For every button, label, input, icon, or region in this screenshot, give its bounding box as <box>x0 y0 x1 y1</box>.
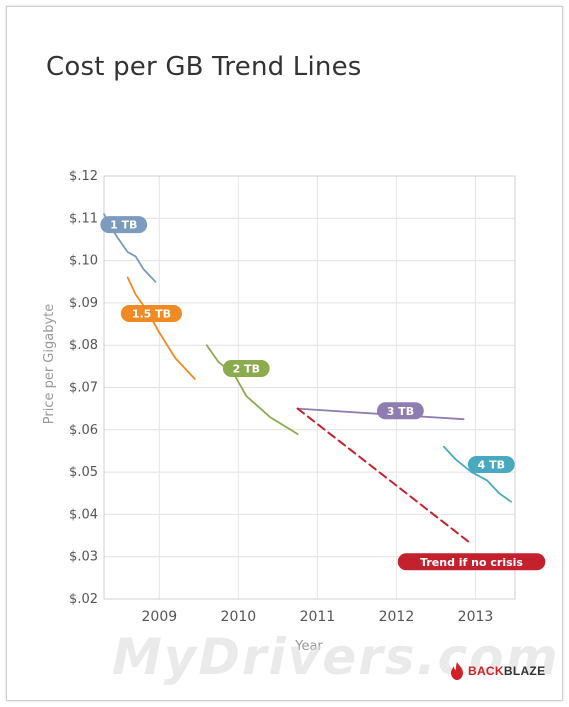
label-text: 4 TB <box>478 458 505 471</box>
y-tick-label: $.05 <box>69 465 98 480</box>
series-labels: 1 TB 1.5 TB 2 TB 3 TB 4 TB Trend if no crisis <box>100 216 546 571</box>
x-tick-label: 2009 <box>142 609 178 625</box>
series-label: 1 TB <box>100 216 148 234</box>
y-tick-label: $.04 <box>69 507 98 522</box>
label-text: 2 TB <box>233 362 260 375</box>
series-label: 3 TB <box>376 402 424 420</box>
x-tick-label: 2011 <box>300 609 336 625</box>
grid <box>104 175 515 600</box>
plot-border <box>103 175 516 600</box>
x-tick-label: 2013 <box>458 609 494 625</box>
series-line <box>442 445 512 503</box>
logo-text: BACKBLAZE <box>468 664 546 678</box>
series-label: 2 TB <box>222 359 270 377</box>
y-axis-label: Price per Gigabyte <box>42 304 57 425</box>
y-tick-label: $.11 <box>69 211 98 226</box>
y-tick-label: $.06 <box>69 423 98 438</box>
y-tick-label: $.09 <box>69 296 98 311</box>
chart-frame <box>6 6 563 701</box>
series-line <box>126 276 196 380</box>
series-line <box>296 407 473 545</box>
label-pill <box>222 359 270 377</box>
x-tick-label: 2010 <box>221 609 257 625</box>
y-tick-label: $.08 <box>69 338 98 353</box>
y-tick-label: $.10 <box>69 254 98 269</box>
label-text: 3 TB <box>387 405 414 418</box>
y-axis-ticks: $.02 $.03 $.04 $.05 $.06 $.07 $.08 $.09 $.10 $.11… <box>69 169 98 607</box>
series-label: 4 TB <box>467 455 515 473</box>
y-tick-label: $.07 <box>69 381 98 396</box>
series-lines <box>103 213 512 545</box>
backblaze-logo: BACKBLAZE <box>450 660 550 684</box>
label-text: Trend if no crisis <box>420 556 523 569</box>
flame-icon <box>451 662 463 680</box>
label-text: 1.5 TB <box>132 307 171 320</box>
y-tick-label: $.03 <box>69 550 98 565</box>
x-tick-label: 2012 <box>379 609 415 625</box>
series-line <box>205 344 299 435</box>
label-text: 1 TB <box>110 219 137 232</box>
label-pill <box>100 216 148 234</box>
label-pill <box>120 304 183 322</box>
series-label: 1.5 TB <box>120 304 183 322</box>
y-tick-label: $.02 <box>69 592 98 607</box>
y-tick-label: $.12 <box>69 169 98 184</box>
x-axis-label: Year <box>294 639 323 654</box>
chart-title: Cost per GB Trend Lines <box>46 52 362 82</box>
series-label: Trend if no crisis <box>397 553 546 571</box>
x-axis-ticks: 2009 2010 2011 2012 2013 <box>142 609 494 625</box>
label-pill <box>467 455 515 473</box>
label-pill <box>397 553 546 571</box>
label-pill <box>376 402 424 420</box>
